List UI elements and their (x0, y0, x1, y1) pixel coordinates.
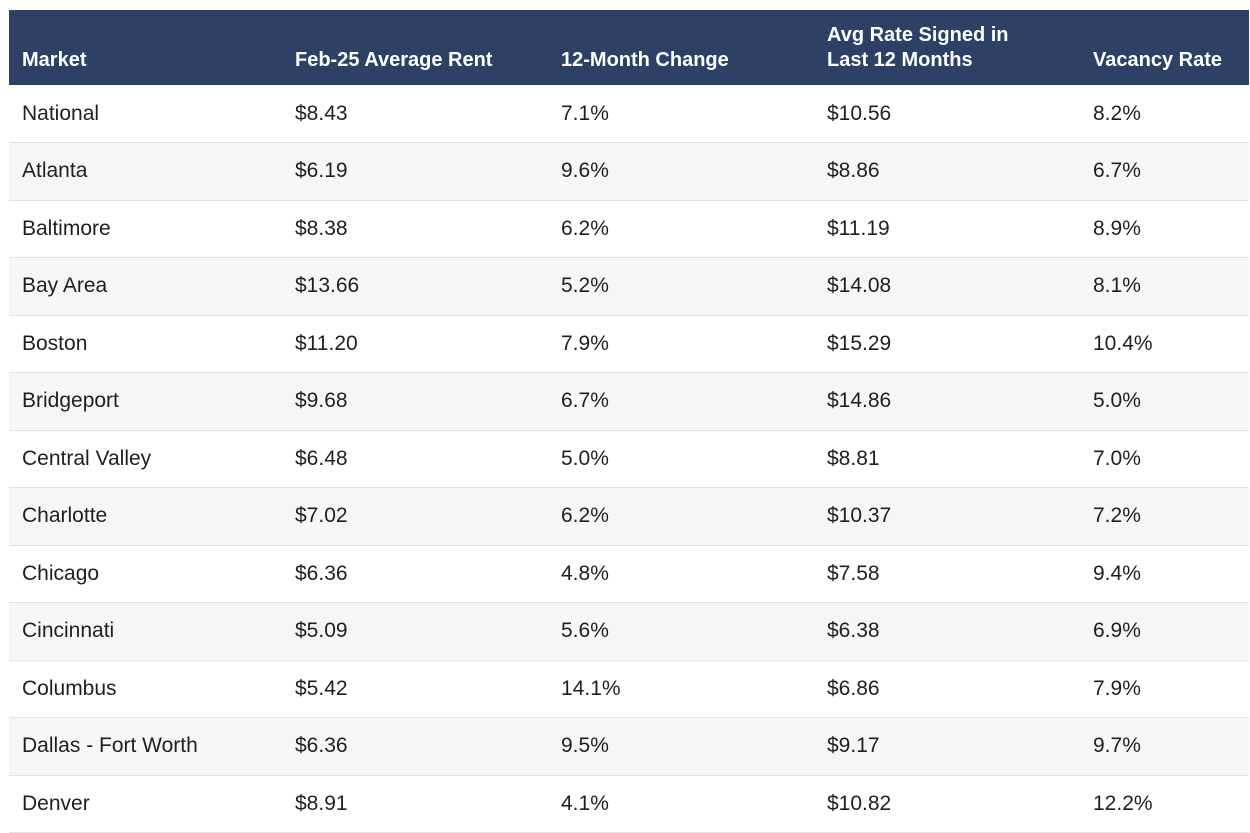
vacancy-rate-cell: 6.7% (1080, 142, 1249, 201)
avg-rate-signed-cell: $9.17 (814, 717, 1080, 776)
change-cell: 5.6% (548, 602, 814, 661)
change-cell: 7.1% (548, 85, 814, 143)
avg-rate-signed-cell: $11.19 (814, 200, 1080, 258)
table-row: Central Valley $6.48 5.0% $8.81 7.0% (9, 430, 1249, 488)
vacancy-rate-cell: 7.2% (1080, 487, 1249, 546)
avg-rate-signed-cell: $8.81 (814, 430, 1080, 488)
average-rent-cell: $8.38 (282, 200, 548, 258)
market-cell: Columbus (9, 660, 282, 718)
change-cell: 7.9% (548, 315, 814, 373)
average-rent-cell: $13.66 (282, 257, 548, 316)
average-rent-cell: $5.42 (282, 660, 548, 718)
average-rent-cell: $6.48 (282, 430, 548, 488)
avg-rate-signed-cell: $10.37 (814, 487, 1080, 546)
table-row: Charlotte $7.02 6.2% $10.37 7.2% (9, 487, 1249, 546)
avg-rate-signed-cell: $6.38 (814, 602, 1080, 661)
table-row: Bridgeport $9.68 6.7% $14.86 5.0% (9, 372, 1249, 431)
average-rent-cell: $6.36 (282, 545, 548, 603)
change-cell: 5.2% (548, 257, 814, 316)
market-cell: Cincinnati (9, 602, 282, 661)
average-rent-cell: $6.36 (282, 717, 548, 776)
rent-table: Market Feb-25 Average Rent 12-Month Chan… (9, 10, 1249, 833)
table-row: Chicago $6.36 4.8% $7.58 9.4% (9, 545, 1249, 603)
vacancy-rate-cell: 8.9% (1080, 200, 1249, 258)
vacancy-rate-cell: 9.7% (1080, 717, 1249, 776)
market-cell: Baltimore (9, 200, 282, 258)
table-row: Bay Area $13.66 5.2% $14.08 8.1% (9, 257, 1249, 316)
avg-rate-signed-cell: $6.86 (814, 660, 1080, 718)
change-cell: 6.7% (548, 372, 814, 431)
change-cell: 4.8% (548, 545, 814, 603)
table-row: Baltimore $8.38 6.2% $11.19 8.9% (9, 200, 1249, 258)
avg-rate-signed-cell: $10.56 (814, 85, 1080, 143)
column-header-12-month-change: 12-Month Change (561, 49, 729, 71)
table-row: National $8.43 7.1% $10.56 8.2% (9, 85, 1249, 143)
change-cell: 9.5% (548, 717, 814, 776)
market-cell: Bridgeport (9, 372, 282, 431)
average-rent-cell: $8.43 (282, 85, 548, 143)
avg-rate-signed-cell: $10.82 (814, 775, 1080, 833)
change-cell: 14.1% (548, 660, 814, 718)
change-cell: 5.0% (548, 430, 814, 488)
market-cell: National (9, 85, 282, 143)
vacancy-rate-cell: 6.9% (1080, 602, 1249, 661)
vacancy-rate-cell: 8.1% (1080, 257, 1249, 316)
vacancy-rate-cell: 7.0% (1080, 430, 1249, 488)
table-row: Dallas - Fort Worth $6.36 9.5% $9.17 9.7% (9, 717, 1249, 776)
header-row: Market Feb-25 Average Rent 12-Month Chan… (9, 10, 1249, 85)
market-cell: Denver (9, 775, 282, 833)
average-rent-cell: $9.68 (282, 372, 548, 431)
average-rent-cell: $8.91 (282, 775, 548, 833)
vacancy-rate-cell: 10.4% (1080, 315, 1249, 373)
market-cell: Bay Area (9, 257, 282, 316)
avg-rate-signed-cell: $15.29 (814, 315, 1080, 373)
avg-rate-signed-cell: $8.86 (814, 142, 1080, 201)
avg-rate-signed-cell: $14.86 (814, 372, 1080, 431)
avg-rate-signed-cell: $7.58 (814, 545, 1080, 603)
table-body: National $8.43 7.1% $10.56 8.2% Atlanta $6.19 9… (9, 85, 1249, 833)
rent-table-container: Market Feb-25 Average Rent 12-Month Chan… (9, 10, 1249, 833)
column-header-average-rent: Feb-25 Average Rent (295, 49, 493, 71)
change-cell: 4.1% (548, 775, 814, 833)
market-cell: Dallas - Fort Worth (9, 717, 282, 776)
table-row: Columbus $5.42 14.1% $6.86 7.9% (9, 660, 1249, 718)
table-header: Market Feb-25 Average Rent 12-Month Chan… (9, 10, 1249, 85)
market-cell: Charlotte (9, 487, 282, 546)
vacancy-rate-cell: 7.9% (1080, 660, 1249, 718)
market-cell: Boston (9, 315, 282, 373)
table-row: Atlanta $6.19 9.6% $8.86 6.7% (9, 142, 1249, 201)
change-cell: 6.2% (548, 487, 814, 546)
change-cell: 9.6% (548, 142, 814, 201)
average-rent-cell: $5.09 (282, 602, 548, 661)
column-header-market: Market (22, 49, 87, 71)
average-rent-cell: $7.02 (282, 487, 548, 546)
vacancy-rate-cell: 5.0% (1080, 372, 1249, 431)
table-row: Denver $8.91 4.1% $10.82 12.2% (9, 775, 1249, 833)
market-cell: Atlanta (9, 142, 282, 201)
change-cell: 6.2% (548, 200, 814, 258)
avg-rate-signed-cell: $14.08 (814, 257, 1080, 316)
table-row: Boston $11.20 7.9% $15.29 10.4% (9, 315, 1249, 373)
average-rent-cell: $11.20 (282, 315, 548, 373)
vacancy-rate-cell: 8.2% (1080, 85, 1249, 143)
market-cell: Chicago (9, 545, 282, 603)
market-cell: Central Valley (9, 430, 282, 488)
column-header-avg-rate-signed: Avg Rate Signed in Last 12 Months (827, 24, 1009, 71)
table-row: Cincinnati $5.09 5.6% $6.38 6.9% (9, 602, 1249, 661)
average-rent-cell: $6.19 (282, 142, 548, 201)
column-header-vacancy-rate: Vacancy Rate (1093, 49, 1222, 71)
vacancy-rate-cell: 12.2% (1080, 775, 1249, 833)
vacancy-rate-cell: 9.4% (1080, 545, 1249, 603)
